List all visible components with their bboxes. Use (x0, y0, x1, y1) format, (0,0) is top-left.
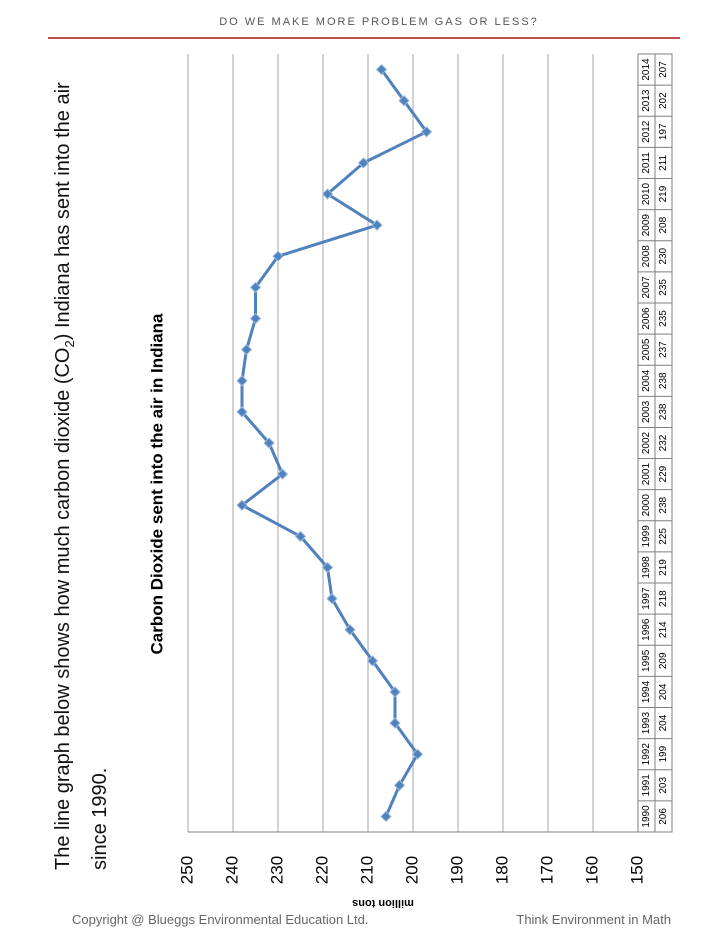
data-point-2001 (276, 468, 289, 480)
data-point-1996 (344, 624, 356, 636)
category-label-2001: 2001 (641, 463, 652, 486)
category-label-2009: 2009 (641, 214, 652, 237)
data-point-2003 (236, 406, 248, 418)
category-label-2014: 2014 (641, 58, 652, 81)
data-point-1993 (389, 717, 401, 729)
value-tick-label-250: 250 (177, 856, 196, 884)
data-value-label-2009: 208 (658, 216, 669, 233)
data-value-label-1991: 203 (658, 777, 669, 794)
data-value-label-1998: 219 (658, 559, 669, 576)
data-point-2013 (398, 94, 410, 107)
category-label-2004: 2004 (641, 369, 652, 392)
data-value-label-1992: 199 (658, 745, 669, 762)
header-divider (48, 37, 680, 39)
value-tick-label-200: 200 (402, 856, 421, 884)
data-point-1991 (393, 779, 406, 792)
data-point-1990 (380, 810, 392, 823)
chart-title: Carbon Dioxide sent into the air in Indi… (147, 313, 166, 655)
value-tick-label-150: 150 (627, 856, 646, 884)
category-label-2000: 2000 (641, 494, 652, 517)
category-label-2012: 2012 (641, 120, 652, 143)
data-point-1995 (366, 655, 379, 667)
category-label-1997: 1997 (641, 587, 652, 610)
data-point-2007 (249, 281, 262, 294)
category-label-2008: 2008 (641, 245, 652, 268)
category-label-1992: 1992 (641, 743, 652, 766)
value-tick-label-190: 190 (447, 856, 466, 884)
data-point-2012 (420, 126, 433, 138)
data-value-label-1994: 204 (658, 683, 669, 700)
data-value-label-2011: 211 (658, 155, 669, 171)
data-point-2002 (263, 437, 275, 449)
data-point-2005 (240, 343, 253, 356)
category-label-1995: 1995 (641, 649, 652, 672)
category-label-2005: 2005 (641, 338, 652, 361)
data-value-label-2001: 229 (658, 465, 669, 482)
data-value-label-2008: 230 (658, 248, 669, 265)
data-value-label-1996: 214 (658, 621, 669, 638)
data-value-label-2002: 232 (658, 434, 669, 451)
category-label-1993: 1993 (641, 712, 652, 735)
data-value-label-1993: 204 (658, 714, 669, 731)
data-point-2008 (272, 250, 284, 262)
data-value-label-1990: 206 (658, 808, 669, 825)
data-value-label-2003: 238 (658, 403, 669, 420)
data-value-label-2000: 238 (658, 496, 669, 513)
data-point-2009 (371, 219, 383, 231)
data-point-2014 (375, 63, 388, 76)
page-header-title: DO WE MAKE MORE PROBLEM GAS OR LESS? (219, 16, 539, 28)
tagline-footer: Think Environment in Math (516, 912, 671, 927)
data-point-1999 (294, 530, 307, 543)
category-label-2010: 2010 (641, 182, 652, 205)
value-axis-title: million tons (352, 897, 414, 909)
category-label-1994: 1994 (641, 680, 652, 703)
data-point-1998 (321, 561, 334, 574)
value-tick-label-160: 160 (582, 856, 601, 884)
data-point-1994 (389, 686, 401, 698)
value-tick-label-240: 240 (222, 856, 241, 884)
data-point-1992 (411, 748, 424, 760)
category-label-2013: 2013 (641, 89, 652, 112)
data-point-2006 (249, 312, 262, 325)
category-label-2006: 2006 (641, 307, 652, 330)
data-point-2000 (236, 499, 248, 511)
data-value-label-2005: 237 (658, 341, 669, 358)
category-label-2011: 2011 (641, 152, 652, 174)
value-tick-label-230: 230 (267, 856, 286, 884)
category-label-2003: 2003 (641, 400, 652, 423)
data-point-1997 (326, 592, 338, 605)
value-tick-label-170: 170 (537, 856, 556, 884)
data-point-2010 (321, 188, 334, 200)
data-value-label-1997: 218 (658, 590, 669, 607)
category-label-1998: 1998 (641, 556, 652, 579)
data-value-label-2004: 238 (658, 372, 669, 389)
data-value-label-1999: 225 (658, 528, 669, 545)
category-label-1996: 1996 (641, 618, 652, 641)
category-label-1990: 1990 (641, 805, 652, 828)
copyright-footer: Copyright @ Blueggs Environmental Educat… (72, 912, 369, 927)
data-value-label-2007: 235 (658, 279, 669, 296)
category-label-2002: 2002 (641, 431, 652, 454)
data-point-2011 (357, 157, 370, 169)
value-tick-label-220: 220 (312, 856, 331, 884)
data-value-label-2012: 197 (658, 123, 669, 140)
data-value-label-2006: 235 (658, 310, 669, 327)
value-tick-label-180: 180 (492, 856, 511, 884)
category-label-1999: 1999 (641, 525, 652, 548)
category-label-2007: 2007 (641, 276, 652, 299)
data-value-label-2014: 207 (658, 61, 669, 78)
data-value-label-1995: 209 (658, 652, 669, 669)
data-point-2004 (236, 375, 248, 387)
category-label-1991: 1991 (641, 774, 652, 797)
data-value-label-2010: 219 (658, 185, 669, 202)
data-value-label-2013: 202 (658, 92, 669, 109)
value-tick-label-210: 210 (357, 856, 376, 884)
